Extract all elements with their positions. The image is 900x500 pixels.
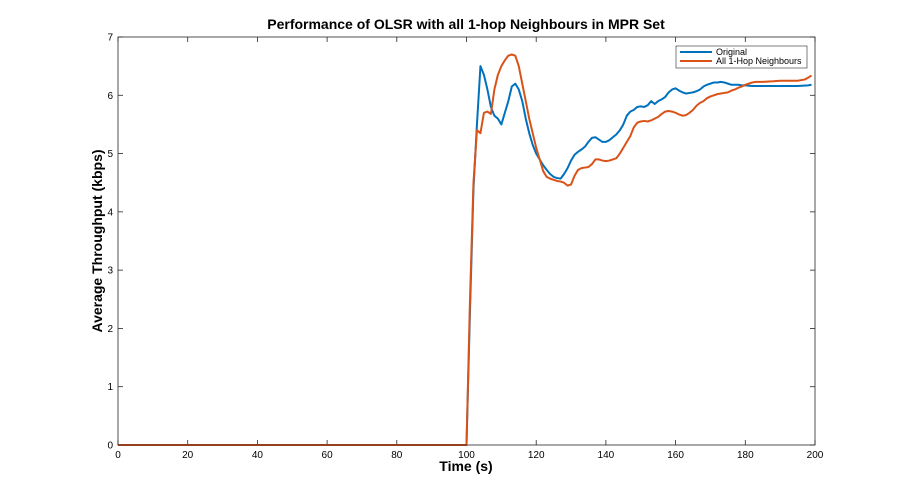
y-tick-label: 3	[107, 266, 113, 277]
y-tick-label: 4	[107, 207, 113, 218]
x-tick-label: 60	[322, 450, 334, 461]
legend-label-original: Original	[716, 47, 747, 57]
ticks-layer: 0 20 40 60 80 100 120 140 160 180 200 0 1 2 3 4 5 6 7	[107, 33, 823, 462]
series-line-all-1hop-neighbours	[118, 53, 813, 446]
x-tick-label: 40	[252, 450, 264, 461]
y-axis-title: Average Throughput (kbps)	[89, 149, 105, 332]
x-tick-label: 200	[807, 450, 824, 461]
plot-area-frame	[117, 36, 816, 446]
x-tick-label: 100	[458, 450, 475, 461]
y-tick-label: 6	[107, 91, 113, 102]
x-axis-title: Time (s)	[439, 458, 492, 474]
y-tick-label: 7	[107, 33, 113, 44]
series-line-original	[118, 65, 812, 446]
legend: Original All 1-Hop Neighbours	[675, 45, 808, 69]
chart-title: Performance of OLSR with all 1-hop Neigh…	[267, 16, 665, 32]
legend-label-all-1hop: All 1-Hop Neighbours	[716, 56, 802, 66]
series-layer	[118, 53, 813, 446]
x-tick-label: 80	[391, 450, 403, 461]
x-tick-label: 120	[528, 450, 545, 461]
x-tick-label: 180	[737, 450, 754, 461]
x-tick-label: 20	[182, 450, 194, 461]
x-tick-label: 140	[598, 450, 615, 461]
y-tick-label: 2	[107, 324, 113, 335]
y-tick-label: 5	[107, 149, 113, 160]
x-tick-label: 160	[667, 450, 684, 461]
y-tick-label: 0	[107, 441, 113, 452]
y-tick-label: 1	[107, 382, 113, 393]
x-tick-label: 0	[115, 450, 121, 461]
